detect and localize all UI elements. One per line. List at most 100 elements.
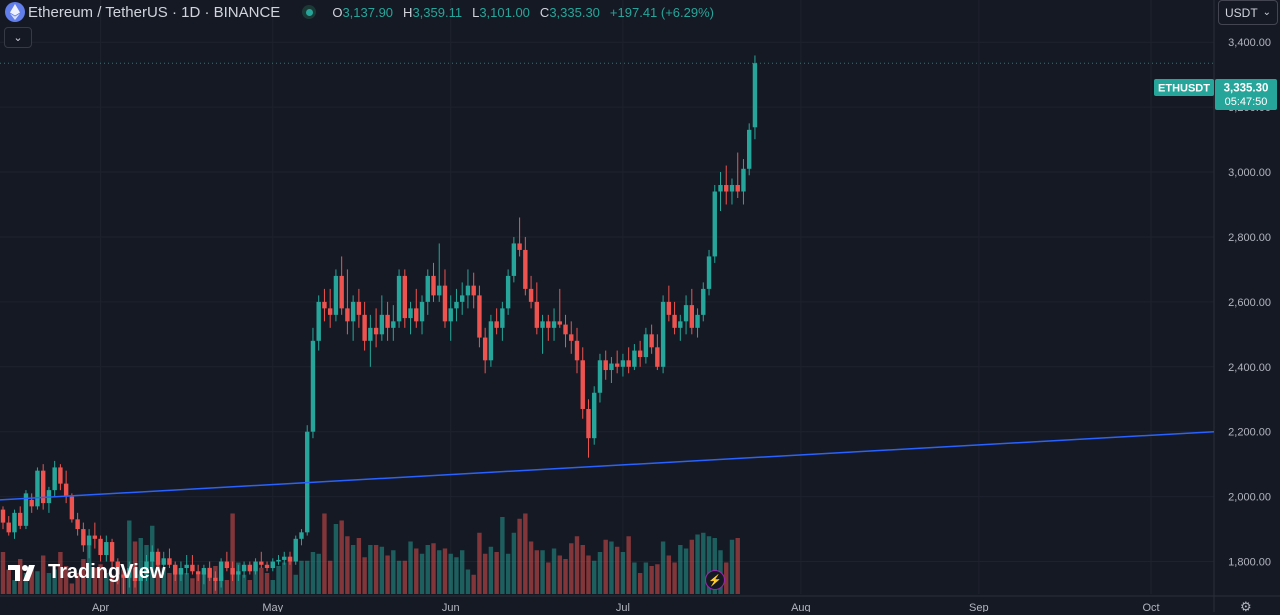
volume-bar [706,536,712,594]
volume-bar [695,534,700,594]
candle [69,493,75,523]
volume-bar [626,536,631,594]
candle [195,564,201,582]
time-tick-label: Jul [616,602,630,612]
candle [104,535,109,562]
candle [471,272,476,309]
candle [29,493,34,513]
candle [184,555,189,575]
trendline [0,430,1215,501]
volume-bar [333,524,339,594]
candle [385,301,390,341]
candle [339,256,344,315]
ohlc-high: H3,359.11 [403,4,463,20]
candle [632,344,637,371]
candle [310,327,316,439]
candle [333,269,339,322]
volume-bar [563,559,568,594]
ohlc-low: L3,101.00 [472,4,530,20]
candle [586,399,591,458]
candle [683,295,689,335]
volume-bar [396,560,402,594]
volume-bar [40,555,46,594]
candle [98,535,103,562]
volume-bar [660,541,666,594]
volume-bar [305,560,310,594]
price-tag-countdown: 05:47:50 [1225,96,1268,108]
volume-bar [224,580,230,594]
candle [701,282,706,322]
candle [299,529,304,546]
candle [144,555,149,582]
candle [706,249,712,296]
candle [201,564,207,585]
volume-bar [712,538,717,594]
candle [402,269,407,328]
symbol-title[interactable]: Ethereum / TetherUS · 1D · BINANCE [28,3,281,21]
candle [23,490,29,530]
candle [155,548,161,572]
time-tick-label: Apr [92,602,109,612]
candle [46,486,52,513]
ohlc-values: O3,137.90 H3,359.11 L3,101.00 C3,335.30 … [332,5,714,20]
candle [442,269,448,328]
volume-bar [666,555,672,594]
price-tick-label: 3,000.00 [1228,167,1271,179]
candle [356,288,362,328]
time-axis: Apr May Jun Jul Aug Sep Oct [92,602,1160,612]
volume-bar [523,513,528,594]
candle [752,55,758,140]
volume-bar [190,578,195,594]
volume-bar [345,536,350,594]
candle [580,347,585,419]
price-tick-label: 2,600.00 [1228,297,1271,309]
candle [448,295,453,341]
candle [150,545,155,569]
volume-bar [161,567,166,594]
volume-bar [488,546,494,594]
candle [379,295,385,341]
candle [259,551,264,569]
time-tick-label: Aug [791,602,811,612]
currency-dropdown[interactable]: USDT ⌄ [1218,0,1278,25]
candle [253,558,258,575]
volume-bar [18,559,23,594]
candle [121,564,126,594]
volume-bar [402,560,407,594]
candle [368,314,373,367]
candle [270,558,275,572]
volume-bar [127,520,132,594]
volume-bar [264,573,270,594]
volume-bar [195,574,201,594]
volume-bar [482,553,488,594]
candle [511,236,517,283]
candle [316,295,321,351]
price-tick-label: 2,000.00 [1228,492,1271,504]
volume-bar [569,543,574,594]
volume-bar [69,583,75,594]
lightning-icon[interactable]: ⚡ [705,570,725,590]
candle [362,301,367,351]
volume-bar [247,580,253,594]
candle [500,301,505,341]
time-tick-label: Oct [1142,602,1159,612]
price-tick-label: 2,800.00 [1228,232,1271,244]
volume-bar [362,557,367,594]
volume-bar [689,539,694,594]
volume-bar [155,564,161,594]
tradingview-logo-icon [8,564,35,581]
volume-bar [517,518,522,594]
candle [350,295,356,341]
candle [218,558,224,588]
time-tick-label: Sep [969,602,989,612]
volume-bar [86,545,92,594]
gear-icon[interactable]: ⚙ [1240,599,1252,614]
candle [63,470,69,504]
volume-bar [310,552,316,594]
legend-collapse-button[interactable]: ⌄ [4,27,32,48]
volume-bar [511,532,517,594]
time-tick-label: May [262,602,283,612]
candle [574,327,580,374]
candle [672,301,677,335]
